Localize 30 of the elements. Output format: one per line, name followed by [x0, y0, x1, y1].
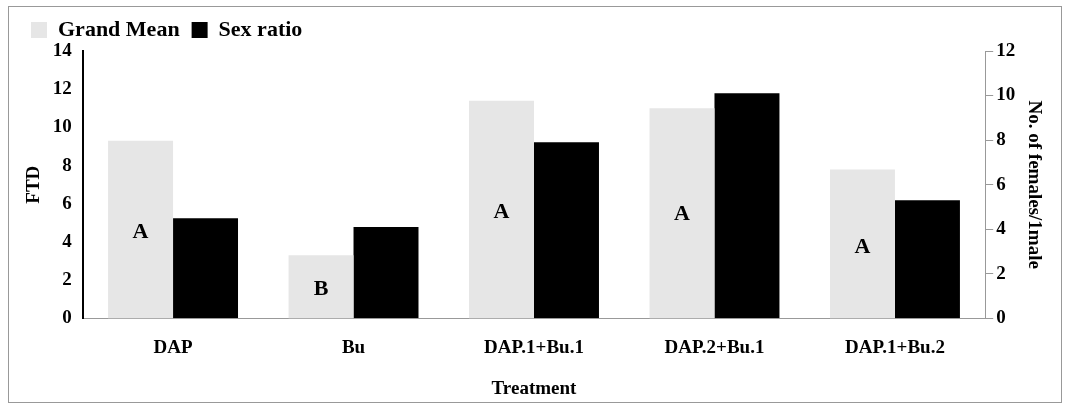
y-tick-label: 10 — [52, 115, 72, 137]
y2-tick-label: 2 — [996, 261, 1006, 283]
x-tick-label: DAP.1+Bu.2 — [845, 335, 945, 357]
y-axis-title: FTD — [22, 165, 44, 204]
annotation: A — [674, 200, 690, 226]
annotation: A — [493, 198, 510, 224]
y-tick-label: 0 — [62, 306, 72, 328]
y2-tick-label: 12 — [996, 38, 1016, 60]
y-tick-label: 6 — [62, 191, 72, 213]
y2-axis-title: No. of females/1male — [1024, 100, 1046, 269]
x-axis-title: Treatment — [491, 376, 578, 398]
y-tick-label: 12 — [52, 77, 72, 99]
y-tick-label: 4 — [62, 229, 73, 251]
y2-tick-label: 4 — [996, 217, 1007, 239]
legend-label: Grand Mean — [58, 15, 180, 41]
x-tick-label: DAP.2+Bu.1 — [664, 335, 765, 357]
y-tick-label: 2 — [62, 268, 72, 290]
x-tick-label: DAP — [153, 335, 193, 357]
annotation: A — [854, 232, 871, 258]
y-tick-label: 14 — [52, 38, 73, 60]
annotation: A — [132, 217, 149, 243]
annotation: B — [313, 274, 329, 300]
y2-tick-label: 8 — [996, 128, 1006, 150]
x-tick-label: DAP.1+Bu.1 — [484, 335, 584, 357]
y2-tick-label: 10 — [996, 83, 1016, 105]
x-tick-label: Bu — [341, 335, 366, 357]
legend-label: Sex ratio — [218, 15, 303, 41]
y2-tick-label: 6 — [996, 172, 1006, 194]
y2-tick-label: 0 — [996, 306, 1006, 328]
y-tick-label: 8 — [62, 153, 72, 175]
